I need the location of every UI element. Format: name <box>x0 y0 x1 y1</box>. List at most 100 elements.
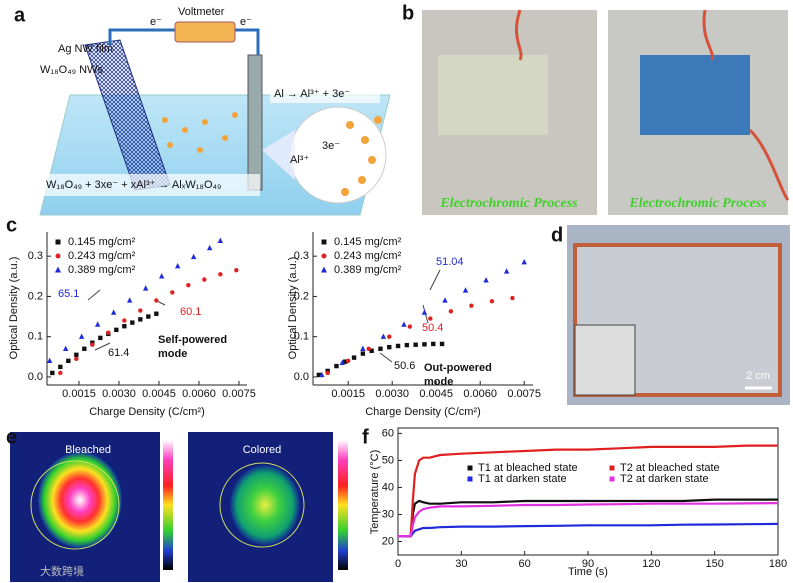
point <box>170 290 175 295</box>
panel-label: d <box>551 224 563 246</box>
y-tick-label: 0.3 <box>28 250 43 262</box>
label: Ag NW film <box>58 43 113 55</box>
point <box>395 343 401 349</box>
label: Colored <box>243 444 282 456</box>
point <box>510 295 515 301</box>
panel-label: f <box>362 426 369 448</box>
y-tick-label: 0.2 <box>28 290 43 302</box>
point <box>98 335 103 341</box>
line <box>398 444 778 538</box>
point <box>503 268 510 274</box>
color-bar <box>163 440 173 570</box>
legend-marker <box>55 266 61 273</box>
line <box>398 522 779 538</box>
y-tick-label: 0.0 <box>28 371 43 383</box>
x-tick-label: 60 <box>519 558 531 570</box>
x-tick-label: 0 <box>395 558 401 570</box>
panel-label: e <box>6 426 17 448</box>
point <box>431 341 436 347</box>
point <box>469 303 474 308</box>
legend-marker <box>321 239 327 245</box>
legend-label: 0.389 mg/cm² <box>68 264 136 276</box>
point <box>422 342 427 347</box>
annotation: 60.1 <box>180 306 201 318</box>
x-tick-label: 30 <box>455 558 467 570</box>
hot-spot <box>230 465 300 545</box>
x-tick-label: 0.0075 <box>507 388 541 400</box>
legend-marker <box>55 253 61 259</box>
point <box>387 334 392 339</box>
point <box>334 363 339 369</box>
y-tick-label: 20 <box>382 535 394 547</box>
zoom-beam <box>262 130 295 180</box>
point <box>114 327 119 333</box>
point <box>366 346 371 351</box>
mode-label: Self-powered <box>158 334 227 346</box>
x-tick-label: 150 <box>705 558 723 570</box>
x-axis-title: Time (s) <box>568 566 608 578</box>
point <box>521 258 527 265</box>
legend-label: 0.145 mg/cm² <box>68 236 136 248</box>
point <box>339 359 346 366</box>
point <box>82 346 87 351</box>
panel-a <box>39 21 391 216</box>
y-axis-title: Optical Density (a.u.) <box>8 257 20 360</box>
caption: Electrochromic Process <box>439 196 578 211</box>
point <box>94 321 101 327</box>
wire <box>108 28 260 55</box>
point <box>489 299 495 304</box>
y-tick-label: 0.0 <box>294 371 309 383</box>
point <box>234 268 239 273</box>
color-bar <box>338 440 348 570</box>
annotation: 61.4 <box>108 347 129 359</box>
legend-marker <box>467 465 473 471</box>
point <box>142 285 149 291</box>
point <box>360 351 366 356</box>
point <box>186 282 191 288</box>
mode-label: Out-powered <box>424 362 492 374</box>
point <box>106 330 111 335</box>
outline <box>30 460 120 550</box>
x-axis-title: Charge Density (C/cm²) <box>365 406 481 418</box>
y-tick-label: 0.1 <box>28 331 43 343</box>
point <box>126 297 133 303</box>
y-tick-label: 0.3 <box>294 250 309 262</box>
point <box>421 309 428 315</box>
legend-marker <box>609 465 615 471</box>
point <box>448 309 454 314</box>
label: Voltmeter <box>178 6 225 18</box>
point <box>462 287 469 293</box>
legend-label: T1 at bleached state <box>478 462 578 474</box>
y-axis-title: Optical Density (a.u.) <box>287 257 299 360</box>
label: Bleached <box>65 444 111 456</box>
scale-label: 2 cm <box>746 370 770 382</box>
line <box>398 502 779 538</box>
point <box>158 273 165 279</box>
point <box>90 342 95 347</box>
y-tick-label: 60 <box>382 427 394 439</box>
outline <box>219 462 305 548</box>
caption: Electrochromic Process <box>628 196 767 211</box>
x-tick-label: 0.0015 <box>62 388 96 400</box>
voltmeter <box>174 21 236 43</box>
ions <box>162 112 382 196</box>
wire <box>514 9 790 201</box>
point <box>218 272 223 277</box>
point <box>387 344 392 350</box>
label: Al³⁺ <box>290 154 309 166</box>
point <box>217 237 224 244</box>
legend-label: T2 at darken state <box>620 473 709 485</box>
label: Al → Al³⁺ + 3e⁻ <box>274 88 350 100</box>
point <box>378 346 383 351</box>
annotation: 50.4 <box>422 322 443 334</box>
legend-marker <box>467 476 473 482</box>
point <box>154 298 159 303</box>
x-tick-label: 0.0060 <box>182 388 216 400</box>
point <box>174 263 181 269</box>
point <box>439 341 445 347</box>
x-tick-label: 90 <box>582 558 594 570</box>
label: 3e⁻ <box>322 140 340 152</box>
point <box>360 345 366 351</box>
y-axis-title: Temperature (°C) <box>369 450 381 534</box>
